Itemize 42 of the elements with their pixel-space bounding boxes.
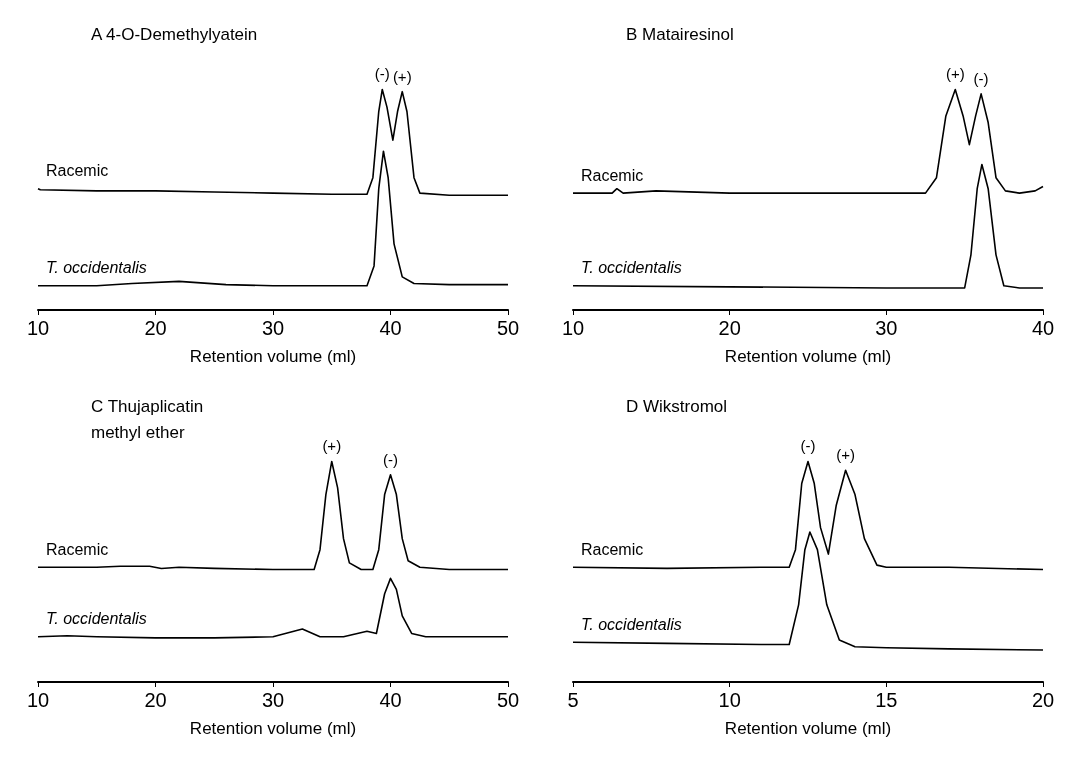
annotation: (-): [973, 69, 989, 87]
series-label: T. occidentalis: [46, 259, 147, 277]
x-tick-label: 10: [718, 689, 741, 711]
x-tick-label: 40: [1031, 317, 1055, 339]
x-tick-label: 10: [26, 317, 50, 339]
annotation: (+): [392, 67, 412, 85]
x-tick-label: 50: [496, 689, 520, 711]
chart-title: D Wikstromol: [626, 396, 728, 416]
x-tick-label: 30: [261, 689, 285, 711]
x-tick-label: 40: [379, 689, 402, 711]
annotation: (+): [945, 65, 965, 83]
annotation: (+): [322, 437, 342, 455]
chart-title: B Matairesinol: [626, 24, 734, 44]
series-label: Racemic: [46, 162, 109, 180]
x-tick-label: 15: [875, 689, 898, 711]
x-axis-title: Retention volume (ml): [724, 719, 892, 738]
x-axis-title: Retention volume (ml): [189, 719, 357, 738]
x-tick-label: 20: [718, 317, 741, 339]
annotation: (-): [800, 437, 816, 455]
x-axis-title: Retention volume (ml): [189, 347, 357, 366]
annotation: (-): [383, 450, 398, 468]
series-label: T. occidentalis: [581, 259, 682, 277]
series-label: Racemic: [581, 540, 644, 558]
chart-title: C Thujaplicatin methyl ether: [91, 396, 204, 442]
x-tick-label: 50: [496, 317, 520, 339]
series-label: Racemic: [46, 540, 109, 558]
annotation: (-): [374, 65, 390, 83]
x-tick-label: 5: [567, 689, 579, 711]
x-tick-label: 20: [144, 317, 167, 339]
x-tick-label: 40: [379, 317, 402, 339]
x-tick-label: 10: [26, 689, 50, 711]
x-tick-label: 20: [1031, 689, 1055, 711]
chart-title: A 4-O-Demethylyatein: [91, 24, 258, 44]
annotation: (+): [836, 446, 855, 464]
series-label: T. occidentalis: [46, 610, 147, 628]
series-label: T. occidentalis: [581, 615, 682, 633]
x-axis-title: Retention volume (ml): [724, 347, 892, 366]
x-tick-label: 20: [144, 689, 167, 711]
series-label: Racemic: [581, 166, 644, 184]
x-tick-label: 30: [261, 317, 285, 339]
x-tick-label: 30: [875, 317, 898, 339]
x-tick-label: 10: [561, 317, 585, 339]
